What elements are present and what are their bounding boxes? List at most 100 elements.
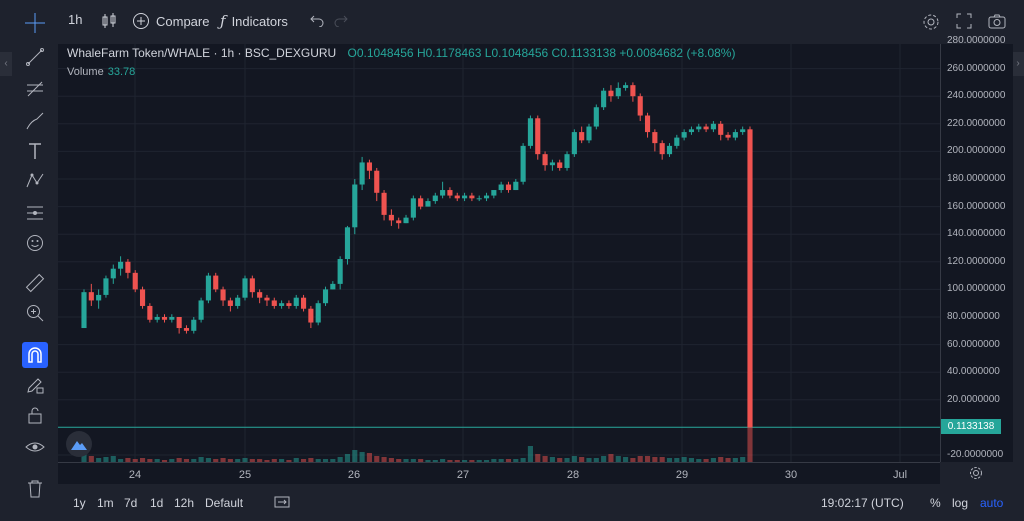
range-button-12h[interactable]: 12h [174,496,195,510]
candle [118,261,124,269]
range-button-default[interactable]: Default [205,496,244,510]
settings-button[interactable] [922,13,940,31]
volume-bar [132,459,138,462]
candle [300,297,307,309]
redo-button[interactable] [334,13,348,27]
volume-bar [118,459,124,462]
candle [352,184,358,228]
volume-bar [227,459,233,462]
range-button-1m[interactable]: 1m [97,496,114,510]
volume-bar [388,458,394,462]
lock-tool[interactable] [22,402,48,428]
ruler-icon [25,273,45,293]
candle [615,87,621,97]
range-button-7d[interactable]: 7d [124,496,138,510]
candle [644,115,651,133]
candle [403,217,409,224]
volume-bar [498,459,504,462]
collapse-right-arrow[interactable]: › [1012,52,1024,76]
time-axis[interactable] [58,462,940,485]
volume-bar [644,456,651,462]
percent-toggle[interactable]: % [930,496,941,510]
emoji-tool[interactable] [22,230,48,256]
prediction-tool[interactable] [22,200,48,226]
fib-tool[interactable] [22,76,48,102]
compare-button[interactable]: Compare [132,12,209,30]
measure-tool[interactable] [22,270,48,296]
candle [601,90,607,108]
ohlc-close: C0.1133138 [551,46,617,60]
candle [630,85,636,97]
visibility-tool[interactable] [22,434,48,460]
goto-date-button[interactable] [274,495,290,512]
ohlc-open: O0.1048456 [347,46,414,60]
volume-bar [601,456,607,462]
price-axis[interactable] [940,44,1013,462]
candle [220,289,226,301]
volume-bar [257,459,263,462]
candle [586,126,592,141]
snapshot-button[interactable] [988,13,1006,29]
volume-bar [666,458,673,462]
dexguru-logo[interactable] [66,431,92,457]
volume-bar [235,459,241,462]
candle [476,198,482,200]
pattern-tool[interactable] [22,168,48,194]
auto-toggle[interactable]: auto [980,496,1004,510]
volume-bar [432,460,438,462]
candle [198,300,204,320]
volume-bar [103,457,109,462]
plus-circle-icon [133,13,149,29]
volume-bar [527,446,534,462]
volume-bar [315,459,321,462]
volume-legend[interactable]: Volume 33.78 [67,66,135,78]
text-icon [29,143,41,159]
volume-bar [308,458,314,462]
log-toggle[interactable]: log [952,496,969,510]
utc-clock[interactable]: 19:02:17 (UTC) [821,496,904,510]
candle [110,268,116,279]
volume-bar [571,456,577,462]
top-toolbar [0,0,1024,44]
interval-button[interactable]: 1h [68,12,82,27]
candle [359,162,365,185]
candle [440,190,446,196]
candle [227,300,233,306]
indicators-button[interactable]: ƒ Indicators [220,12,288,30]
chart-pane[interactable] [58,44,940,462]
undo-button[interactable] [310,13,324,27]
collapse-left-arrow[interactable]: ‹ [0,52,12,76]
range-button-1d[interactable]: 1d [150,496,164,510]
candle [366,162,372,171]
range-button-1y[interactable]: 1y [73,496,86,510]
candle [322,289,329,304]
volume-bar [359,452,365,462]
gear-icon [923,14,939,30]
eye-icon [25,442,45,452]
interval-label: 1h [68,12,83,27]
lock-drawings-tool[interactable] [22,372,48,398]
crosshair-tool[interactable] [22,10,48,36]
candle [388,214,394,221]
trendline-tool[interactable] [22,44,48,70]
axis-settings-button[interactable] [969,466,983,485]
volume-bar [286,460,292,462]
indicators-label: Indicators [231,13,288,29]
candle [213,275,219,290]
delete-tool[interactable] [22,476,48,502]
candle [520,145,526,182]
volume-bar [549,457,555,462]
text-tool[interactable] [22,138,48,164]
volume-bar [374,456,380,462]
candle [454,195,460,199]
price-axis-label: 200.0000000 [947,145,1006,157]
zoom-tool[interactable] [22,300,48,326]
fib-icon [27,81,43,97]
chart-type-button[interactable] [100,12,118,30]
brush-tool[interactable] [22,108,48,134]
price-axis-label: 160.0000000 [947,200,1006,212]
trendline-icon [26,48,44,66]
magnet-tool[interactable] [22,342,48,368]
fullscreen-button[interactable] [956,13,972,29]
symbol-name[interactable]: WhaleFarm Token/WHALE · 1h · BSC_DEXGURU [67,46,337,60]
